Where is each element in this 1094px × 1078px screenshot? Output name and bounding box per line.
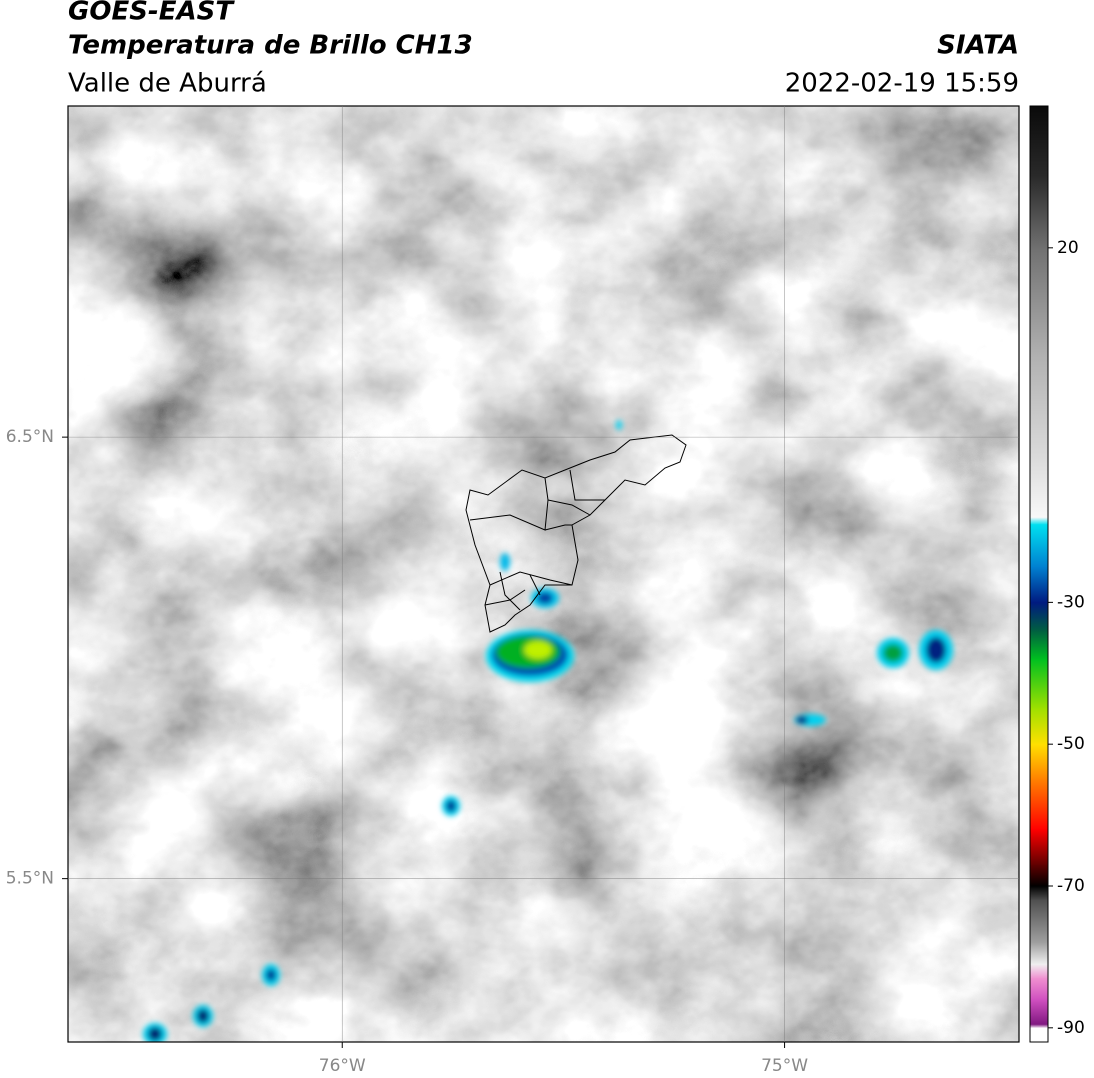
colorbar-segment xyxy=(1030,942,1048,965)
colorbar-tick-label: -90 xyxy=(1057,1018,1085,1038)
colorbar-segment xyxy=(1030,864,1048,887)
colorbar-segment xyxy=(1030,517,1048,525)
colorbar-segment xyxy=(1030,978,1048,1000)
source: SIATA xyxy=(937,31,1019,61)
colorbar-segment xyxy=(1030,630,1048,660)
y-tick-label: 6.5°N xyxy=(6,427,54,447)
convective-cells xyxy=(143,420,953,1042)
map-frame xyxy=(67,105,1020,1043)
cloud-texture xyxy=(68,106,1019,1042)
municipal-boundaries xyxy=(465,434,687,633)
colorbar-segment xyxy=(1030,829,1048,866)
colorbar-segment xyxy=(1030,176,1048,249)
colorbar-segment xyxy=(1030,1027,1048,1043)
colorbar-tick-label: -70 xyxy=(1057,876,1085,896)
colorbar-segment xyxy=(1030,900,1048,944)
y-tick-label: 5.5°N xyxy=(6,869,54,889)
colorbar-segment xyxy=(1030,1024,1048,1029)
title: GOES-EAST xyxy=(68,0,235,27)
colorbar-tick-label: -50 xyxy=(1057,734,1085,754)
region: Valle de Aburrá xyxy=(68,69,267,99)
colorbar-segment xyxy=(1030,524,1048,568)
colorbar-segment xyxy=(1030,566,1048,603)
colorbar-segment xyxy=(1030,659,1048,710)
colorbar-frame xyxy=(1029,105,1049,1043)
colorbar-segment xyxy=(1030,106,1048,178)
x-tick-label: 75°W xyxy=(761,1056,808,1076)
colorbar-segment xyxy=(1030,354,1048,462)
colorbar-segment xyxy=(1030,460,1048,518)
colorbar-tick-label: 20 xyxy=(1057,238,1079,258)
colorbar-segment xyxy=(1030,744,1048,781)
datetime: 2022-02-19 15:59 xyxy=(785,69,1019,99)
map-image xyxy=(68,106,1019,1042)
colorbar-segment xyxy=(1030,999,1048,1025)
colorbar-segment xyxy=(1030,602,1048,632)
colorbar-segment xyxy=(1030,779,1048,830)
x-tick-label: 76°W xyxy=(319,1056,366,1076)
colorbar-segment xyxy=(1030,708,1048,745)
subtitle: Temperatura de Brillo CH13 xyxy=(68,31,473,61)
colorbar-segment xyxy=(1030,964,1048,979)
colorbar-segment xyxy=(1030,247,1048,355)
colorbar-tick-label: -30 xyxy=(1057,592,1085,612)
colorbar-segment xyxy=(1030,886,1048,901)
